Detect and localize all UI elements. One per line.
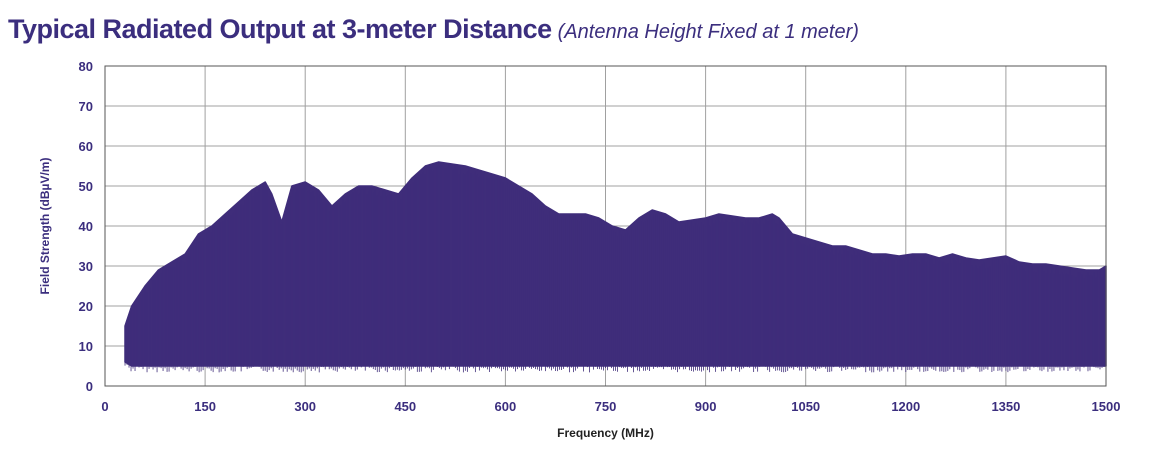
y-tick-label: 70 [79,99,93,114]
x-tick-label: 1200 [891,399,920,414]
x-tick-label: 0 [101,399,108,414]
plot-border [104,65,1107,387]
x-tick-label: 600 [495,399,517,414]
x-tick-label: 150 [194,399,216,414]
series-spikes [124,163,1107,373]
chart-title: Typical Radiated Output at 3-meter Dista… [8,14,552,44]
x-tick-label: 900 [695,399,717,414]
y-tick-label: 40 [79,219,93,234]
y-tick-label: 20 [79,299,93,314]
chart-subtitle: (Antenna Height Fixed at 1 meter) [557,21,859,43]
y-axis-label: Field Strength (dBµV/m) [38,158,52,295]
x-tick-label: 1350 [991,399,1020,414]
x-tick-label: 450 [394,399,416,414]
x-tick-label: 1050 [791,399,820,414]
y-tick-label: 30 [79,259,93,274]
y-tick-label: 10 [79,339,93,354]
y-tick-label: 60 [79,139,93,154]
chart-title-block: Typical Radiated Output at 3-meter Dista… [8,14,859,45]
y-tick-label: 0 [86,379,93,394]
y-tick-label: 50 [79,179,93,194]
x-axis-label: Frequency (MHz) [557,426,654,440]
x-tick-label: 300 [294,399,316,414]
y-tick-label: 80 [79,59,93,74]
x-tick-label: 1500 [1092,399,1121,414]
x-tick-label: 750 [595,399,617,414]
